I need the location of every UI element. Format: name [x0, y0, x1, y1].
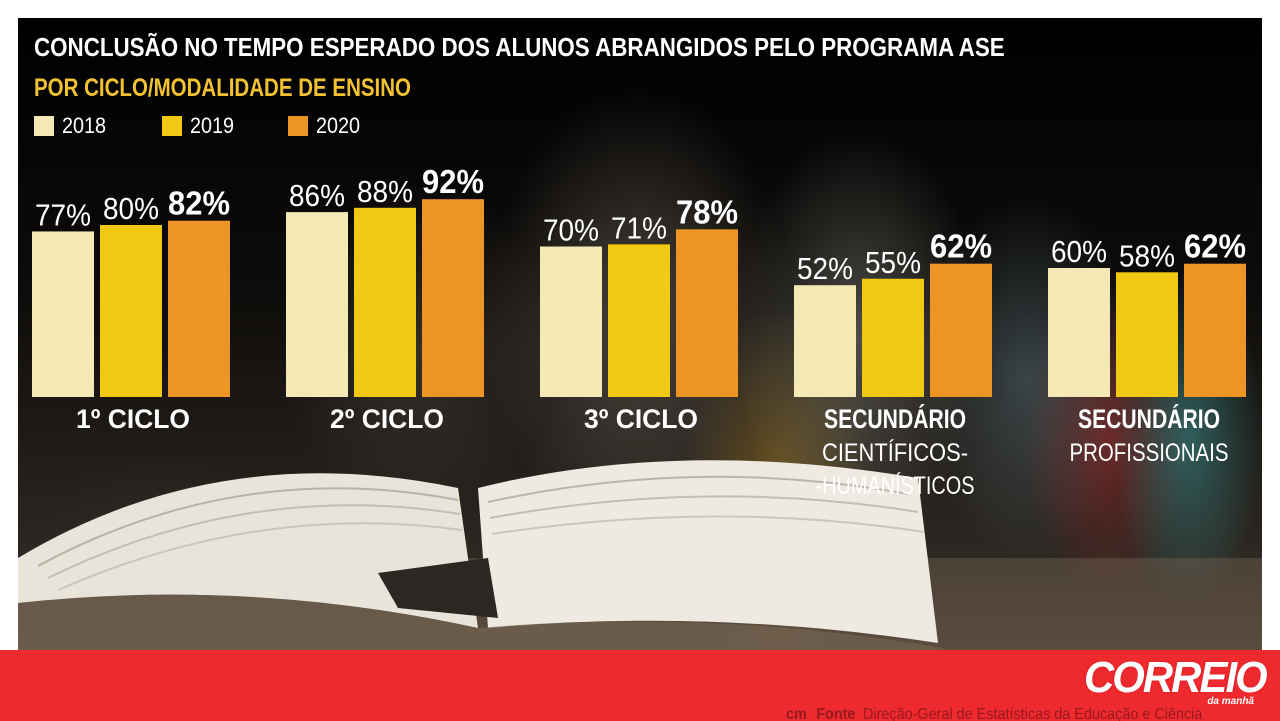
bar-2018-3: [540, 246, 602, 397]
value-label-2020-1: 82%: [168, 185, 230, 222]
value-label-2018-4: 52%: [797, 251, 853, 286]
value-label-2018-5: 60%: [1051, 234, 1107, 269]
value-label-2020-5: 62%: [1184, 228, 1246, 265]
brand-subtitle: da manhã: [1207, 696, 1254, 707]
source-label: Fonte: [816, 706, 856, 721]
source-cm-mark: cm: [786, 706, 807, 721]
value-label-2018-2: 86%: [289, 178, 345, 213]
value-label-2020-3: 78%: [676, 193, 738, 230]
bar-2019-4: [862, 278, 924, 397]
bar-2020-1: [168, 220, 230, 397]
infographic-frame: 77% 80% 82% 86% 88% 92% 70% 71% 78% 52% 55% 62% 60% 5…: [18, 18, 1262, 708]
value-label-2020-4: 62%: [930, 228, 992, 265]
bar-2020-4: [930, 263, 992, 397]
legend-label-2020: 2020: [316, 113, 361, 138]
value-label-2018-3: 70%: [543, 213, 599, 248]
bar-2018-1: [32, 231, 94, 397]
bar-2018-2: [286, 212, 348, 397]
bar-2019-3: [608, 244, 670, 397]
bar-2018-5: [1048, 268, 1110, 397]
footer-band: [0, 650, 1280, 721]
category-label-5-line2: PROFISSIONAIS: [1070, 439, 1229, 467]
correio-da-manha-logo: CORREIO da manhã: [1084, 653, 1274, 708]
open-book-illustration: [18, 460, 943, 650]
legend-item-2018: 2018: [34, 113, 111, 139]
legend-item-2020: 2020: [288, 113, 365, 139]
chart-subtitle: POR CICLO/MODALIDADE DE ENSINO: [34, 74, 411, 102]
legend-label-2019: 2019: [190, 113, 235, 138]
bar-2020-2: [422, 199, 484, 397]
category-label-4-line1: SECUNDÁRIO: [824, 403, 966, 434]
category-label-5-line1: SECUNDÁRIO: [1078, 403, 1220, 434]
bar-2019-5: [1116, 272, 1178, 397]
value-label-2019-5: 58%: [1119, 238, 1175, 273]
legend-swatch-2020: [288, 116, 308, 136]
bar-2019-1: [100, 225, 162, 397]
value-label-2018-1: 77%: [35, 197, 91, 232]
legend-label-2018: 2018: [62, 113, 107, 138]
legend-item-2019: 2019: [162, 113, 239, 139]
bar-2019-2: [354, 207, 416, 397]
bar-2020-3: [676, 229, 738, 397]
value-label-2020-2: 92%: [422, 163, 484, 200]
category-label-1-line1: 1º CICLO: [76, 404, 190, 434]
category-label-4-line3: -HUMANÍSTICOS: [816, 471, 975, 500]
category-label-3-line1: 3º CICLO: [584, 404, 698, 434]
value-label-2019-3: 71%: [611, 210, 667, 245]
category-label-2-line1: 2º CICLO: [330, 404, 444, 434]
source-text: Direção-Geral de Estatísticas da Educaçã…: [863, 706, 1203, 721]
value-label-2019-2: 88%: [357, 174, 413, 209]
bar-2018-4: [794, 285, 856, 397]
bars-layer: [32, 199, 1246, 397]
legend-swatch-2019: [162, 116, 182, 136]
legend-swatch-2018: [34, 116, 54, 136]
source-credit: cm Fonte Direção-Geral de Estatísticas d…: [786, 706, 1202, 721]
value-labels-layer: 77% 80% 82% 86% 88% 92% 70% 71% 78% 52% 55% 62% 60% 5…: [35, 163, 1246, 286]
brand-wordmark: CORREIO: [1084, 653, 1268, 702]
category-label-4-line2: CIENTÍFICOS-: [822, 438, 968, 467]
bar-2020-5: [1184, 263, 1246, 397]
value-label-2019-4: 55%: [865, 245, 921, 280]
value-label-2019-1: 80%: [103, 191, 159, 226]
category-labels-layer: 1º CICLO 2º CICLO 3º CICLO SECUNDÁRIO CIENTÍ…: [76, 403, 1229, 500]
chart-title: CONCLUSÃO NO TEMPO ESPERADO DOS ALUNOS A…: [34, 32, 1005, 62]
chart-canvas: 77% 80% 82% 86% 88% 92% 70% 71% 78% 52% 55% 62% 60% 5…: [18, 163, 1246, 650]
